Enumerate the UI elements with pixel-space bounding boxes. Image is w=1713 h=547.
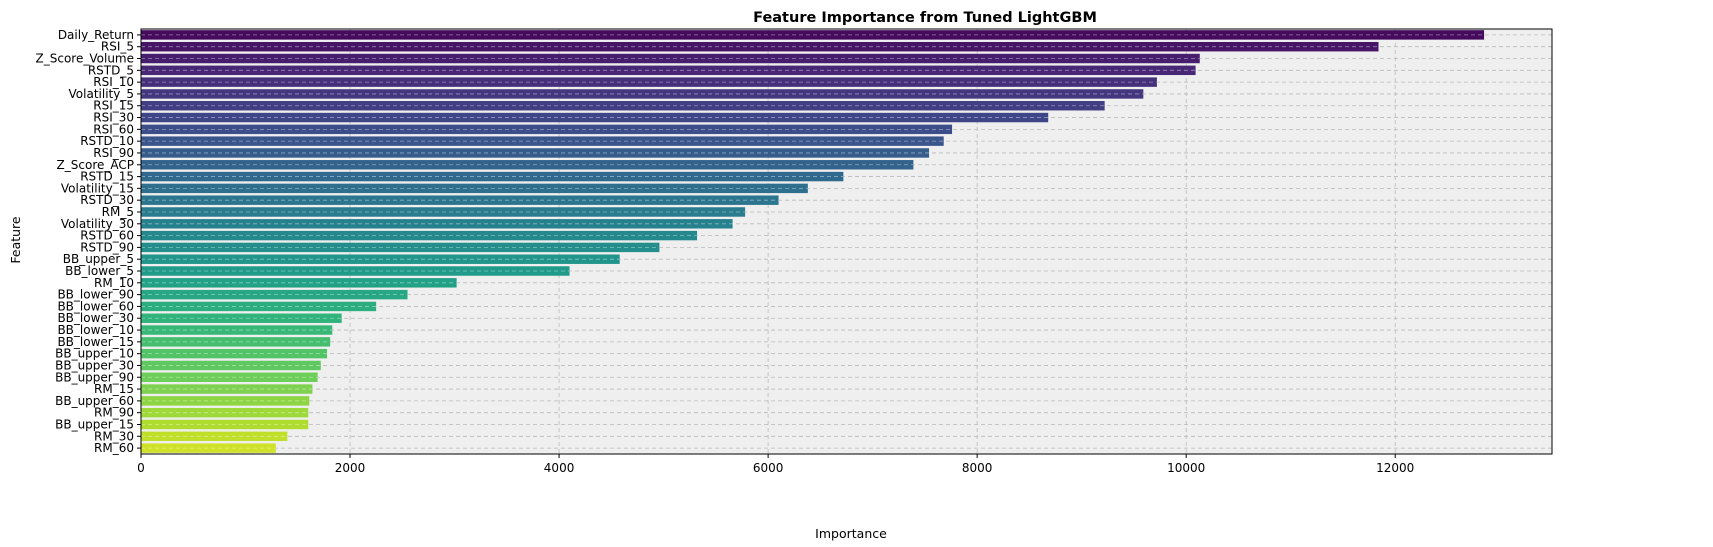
bar-BB_lower_90 [141, 289, 408, 300]
bar-BB_upper_30 [141, 360, 321, 371]
y-tick-label: BB_upper_5 [63, 252, 134, 266]
bar-RSTD_60 [141, 230, 698, 241]
bar-RSTD_90 [141, 242, 660, 253]
bar-RM_15 [141, 384, 313, 394]
y-tick-label: RM_90 [94, 406, 134, 420]
y-tick-label: RM_15 [94, 382, 134, 396]
bar-RSI_30 [141, 112, 1049, 123]
bar-BB_upper_5 [141, 254, 620, 264]
y-tick-label: Z_Score_ACP [57, 158, 134, 172]
y-tick-label: RSI_5 [101, 40, 134, 54]
y-tick-label: BB_upper_10 [55, 347, 134, 361]
y-tick-label: RSTD_30 [80, 193, 134, 207]
bar-BB_upper_90 [141, 372, 318, 382]
bar-RM_30 [141, 431, 288, 442]
bar-RSI_60 [141, 124, 953, 135]
y-tick-label: BB_lower_5 [65, 264, 134, 278]
y-tick-label: RSI_90 [93, 146, 134, 160]
bar-RSTD_15 [141, 171, 844, 182]
x-tick-label: 12000 [1376, 461, 1414, 475]
bar-BB_upper_10 [141, 348, 328, 359]
y-tick-label: RSI_30 [93, 111, 134, 125]
bar-RSI_10 [141, 77, 1157, 87]
y-tick-label: RSTD_60 [80, 229, 134, 243]
y-tick-label: BB_upper_60 [55, 394, 134, 408]
bar-BB_lower_30 [141, 313, 342, 323]
y-tick-label: Volatility_5 [69, 87, 134, 101]
bar-RM_10 [141, 278, 457, 288]
y-tick-label: BB_lower_90 [57, 288, 134, 302]
bar-BB_lower_15 [141, 337, 331, 347]
x-tick-label: 0 [137, 461, 145, 475]
bar-RSI_5 [141, 41, 1379, 52]
y-tick-label: Volatility_15 [61, 181, 134, 195]
y-tick-label: RM_60 [94, 441, 134, 455]
bar-RM_90 [141, 407, 309, 418]
y-tick-label: RSI_10 [93, 75, 134, 89]
bar-BB_lower_5 [141, 266, 570, 276]
bar-RSI_90 [141, 148, 930, 158]
y-tick-label: BB_lower_60 [57, 299, 134, 313]
bar-BB_lower_60 [141, 301, 377, 312]
bar-BB_lower_10 [141, 325, 333, 335]
plot-frame [140, 28, 1553, 455]
bar-RSTD_30 [141, 195, 779, 205]
bar-BB_upper_60 [141, 396, 310, 406]
chart-title: Feature Importance from Tuned LightGBM [753, 10, 1097, 26]
y-tick-label: BB_lower_10 [57, 323, 134, 337]
y-tick-label: RSI_15 [93, 99, 134, 113]
plot-background [141, 29, 1552, 454]
bar-Z_Score_ACP [141, 160, 914, 170]
y-tick-label: BB_upper_30 [55, 358, 134, 372]
bar-Volatility_5 [141, 89, 1144, 99]
y-tick-label: RSTD_90 [80, 240, 134, 254]
x-tick-label: 6000 [753, 461, 784, 475]
bar-BB_upper_15 [141, 419, 309, 430]
x-tick-label: 4000 [544, 461, 575, 475]
y-tick-label: RSTD_10 [80, 134, 134, 148]
y-tick-label: RSTD_15 [80, 170, 134, 184]
y-tick-label: RM_10 [94, 276, 134, 290]
bar-Volatility_30 [141, 219, 733, 229]
y-tick-label: BB_lower_30 [57, 311, 134, 325]
bar-RSTD_5 [141, 65, 1196, 76]
bar-RM_60 [141, 443, 276, 453]
y-tick-label: BB_upper_90 [55, 370, 134, 384]
y-tick-label: RSI_60 [93, 122, 134, 136]
y-tick-label: Volatility_30 [61, 217, 134, 231]
y-tick-label: Z_Score_Volume [36, 52, 134, 66]
y-axis-label: Feature [8, 216, 23, 264]
bar-Z_Score_Volume [141, 53, 1200, 64]
x-tick-label: 2000 [335, 461, 366, 475]
bar-RM_5 [141, 207, 746, 217]
y-tick-label: BB_upper_15 [55, 417, 134, 431]
bar-RSI_15 [141, 101, 1105, 111]
x-tick-label: 8000 [962, 461, 993, 475]
y-tick-label: RM_30 [94, 429, 134, 443]
x-tick-label: 10000 [1167, 461, 1205, 475]
bar-Volatility_15 [141, 183, 808, 194]
x-axis-label: Importance [815, 526, 887, 541]
y-tick-label: RSTD_5 [88, 63, 134, 77]
bar-RSTD_10 [141, 136, 944, 146]
bar-Daily_Return [141, 30, 1485, 40]
y-tick-label: Daily_Return [58, 28, 134, 42]
y-tick-label: RM_5 [102, 205, 134, 219]
y-tick-label: BB_lower_15 [57, 335, 134, 349]
